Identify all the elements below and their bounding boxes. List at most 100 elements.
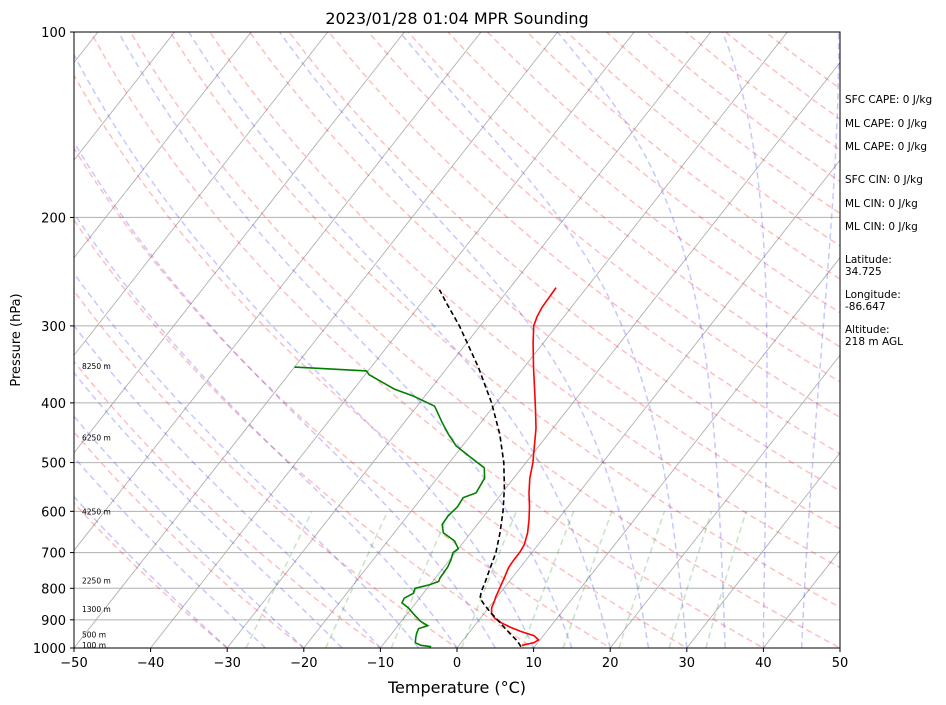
- chart-title: 2023/01/28 01:04 MPR Sounding: [325, 9, 588, 28]
- dry-adiabat: [74, 147, 612, 648]
- mixing-ratio-line: [521, 511, 575, 648]
- dry-adiabat: [169, 32, 840, 609]
- dry-adiabat: [367, 32, 840, 419]
- dry-adiabat: [288, 32, 840, 492]
- x-tick-label: 10: [525, 656, 542, 671]
- moist-adiabat: [74, 371, 343, 648]
- dry-adiabat: [74, 431, 306, 648]
- mixing-ratio-line: [618, 511, 666, 648]
- y-tick-label: 400: [41, 397, 66, 412]
- mixing-ratio-line: [461, 511, 517, 648]
- moist-adiabat: [399, 32, 688, 648]
- dry-adiabat: [209, 32, 840, 569]
- height-label: 4250 m: [82, 508, 111, 517]
- axes: −50 −40 −30 −20 −10 0 10 20 30 40 50 100 200 300 400 50…: [33, 26, 848, 671]
- dry-adiabat: [486, 32, 840, 314]
- moist-adiabat: [117, 32, 573, 648]
- isotherm-line: [74, 32, 558, 648]
- height-label: 2250 m: [82, 577, 111, 586]
- moist-adiabat: [188, 32, 611, 648]
- ml-cin-label-2: ML CIN: 0 J/kg: [845, 221, 918, 233]
- ml-cape-label: ML CAPE: 0 J/kg: [845, 118, 928, 130]
- dewpoint-profile: [294, 366, 486, 648]
- dry-adiabat: [74, 502, 229, 648]
- y-tick-label: 500: [41, 457, 66, 472]
- temperature-profile: [490, 287, 557, 647]
- x-tick-label: 50: [832, 656, 849, 671]
- dry-adiabat: [74, 360, 382, 648]
- isotherm-line: [74, 32, 175, 161]
- isotherm-line: [226, 32, 712, 648]
- altitude-value: 218 m AGL: [845, 336, 903, 348]
- y-tick-label: 900: [41, 614, 66, 629]
- x-tick-label: −40: [137, 656, 164, 671]
- x-axis-label: Temperature (°C): [387, 678, 526, 697]
- moist-adiabat: [556, 32, 726, 648]
- isotherm-line: [303, 32, 788, 648]
- x-tick-label: 20: [602, 656, 619, 671]
- dry-adiabat: [74, 289, 459, 648]
- y-tick-label: 700: [41, 547, 66, 562]
- dry-adiabat: [74, 218, 535, 648]
- mixing-ratio-line: [668, 511, 713, 648]
- altitude-info: Altitude: 218 m AGL: [845, 324, 903, 348]
- parcel-profile: [438, 289, 522, 648]
- x-tick-label: −50: [60, 656, 87, 671]
- dry-adiabat: [447, 32, 840, 348]
- isotherm-line: [686, 452, 840, 648]
- x-tick-label: 0: [453, 656, 461, 671]
- isotherm-line: [74, 32, 252, 259]
- moist-adiabat: [74, 495, 228, 648]
- isotherm-line: [533, 257, 840, 648]
- altitude-label: Altitude:: [845, 324, 890, 336]
- height-label: 500 m: [82, 631, 106, 640]
- mixing-ratio-line: [562, 511, 613, 648]
- y-tick-label: 200: [41, 211, 66, 226]
- dry-adiabat: [129, 32, 840, 648]
- height-label: 100 m: [82, 641, 106, 650]
- sfc-cin-label: SFC CIN: 0 J/kg: [845, 174, 923, 186]
- moist-adiabat: [74, 456, 267, 648]
- moist-adiabat: [721, 32, 768, 648]
- moist-adiabat: [74, 212, 458, 648]
- sfc-cape-label: SFC CAPE: 0 J/kg: [845, 94, 933, 106]
- mixing-ratio-line: [245, 510, 313, 648]
- isotherm-line: [74, 32, 482, 552]
- height-label: 1300 m: [82, 605, 111, 614]
- height-label: 8250 m: [82, 362, 111, 371]
- isotherm-line: [74, 32, 329, 356]
- dry-adiabat: [328, 32, 840, 455]
- moist-adiabat: [74, 272, 420, 648]
- dry-adiabat: [90, 32, 765, 648]
- latitude-label: Latitude:: [845, 254, 892, 266]
- moist-adiabat: [74, 324, 381, 648]
- latitude-value: 34.725: [845, 266, 882, 278]
- isotherm-line: [609, 354, 840, 648]
- x-tick-label: 40: [755, 656, 772, 671]
- height-label: 6250 m: [82, 434, 111, 443]
- mixing-ratio-line: [705, 511, 747, 648]
- mixing-ratio-line: [325, 510, 389, 648]
- longitude-info: Longitude: -86.647: [845, 289, 901, 313]
- dry-adiabat: [74, 73, 689, 648]
- isotherm-line: [456, 159, 840, 648]
- latitude-info: Latitude: 34.725: [845, 254, 892, 278]
- longitude-value: -86.647: [845, 301, 886, 313]
- moist-adiabat: [74, 141, 496, 648]
- ml-cape-label-2: ML CAPE: 0 J/kg: [845, 141, 928, 153]
- y-tick-label: 600: [41, 505, 66, 520]
- x-tick-label: −20: [290, 656, 317, 671]
- isotherm-line: [150, 32, 635, 648]
- plot-frame: [73, 31, 841, 649]
- moist-adiabat: [74, 415, 305, 648]
- longitude-label: Longitude:: [845, 289, 901, 301]
- ml-cin-label: ML CIN: 0 J/kg: [845, 198, 918, 210]
- isotherm-line: [380, 61, 840, 648]
- isotherm-line: [74, 32, 405, 454]
- x-tick-label: 30: [679, 656, 696, 671]
- y-axis-label: Pressure (hPa): [9, 293, 24, 386]
- y-tick-label: 100: [41, 26, 66, 41]
- moist-adiabat: [800, 32, 840, 648]
